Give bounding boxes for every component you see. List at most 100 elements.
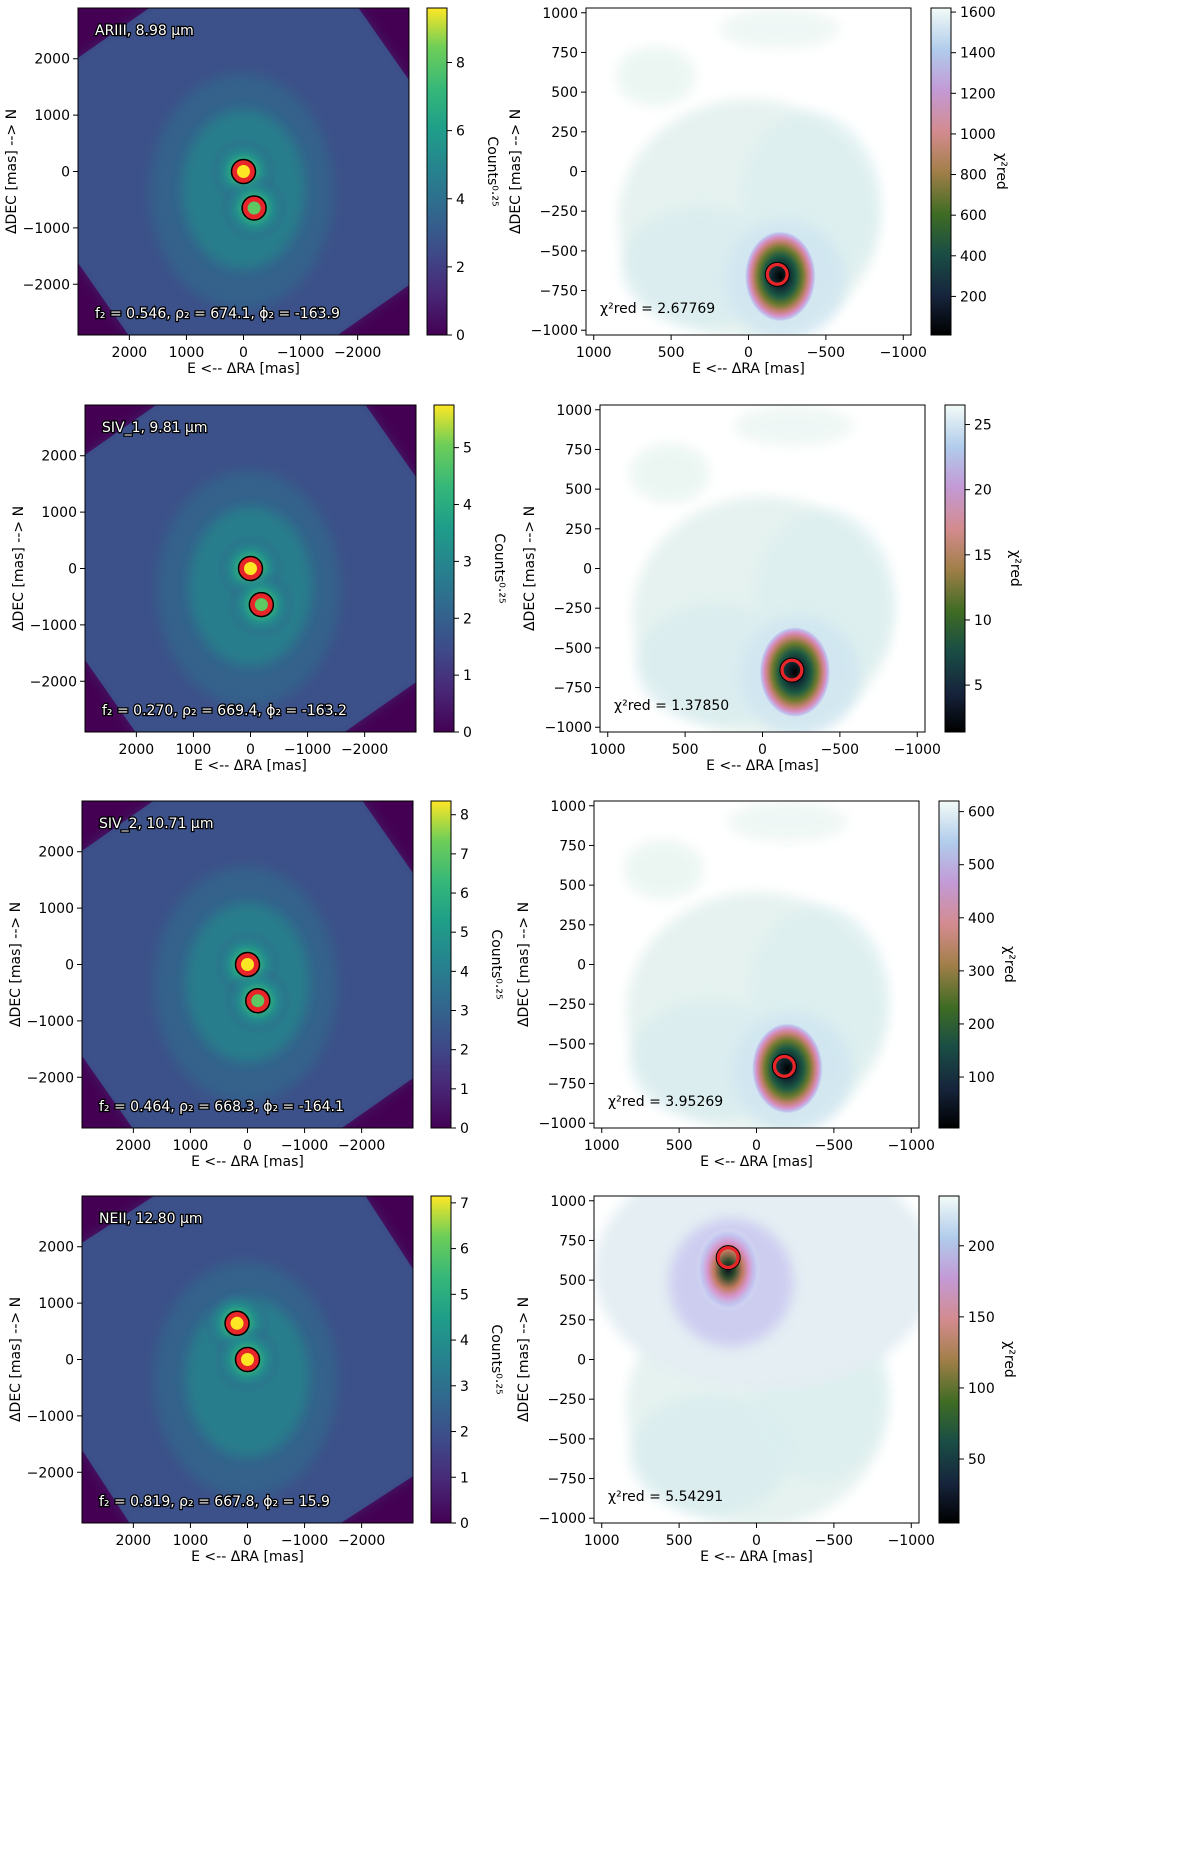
star-core-2 bbox=[254, 598, 268, 612]
colorbar-tick-label: 2 bbox=[463, 611, 472, 627]
image-colorbar-1: 0 2 4 6 8 Counts⁰·²⁵ bbox=[426, 7, 500, 344]
x-tick-label: −1000 bbox=[888, 1138, 935, 1154]
y-tick-label: −1000 bbox=[27, 1409, 74, 1425]
colorbar-tick-label: 400 bbox=[960, 249, 987, 265]
star-core-2 bbox=[241, 1353, 254, 1366]
colorbar-tick-label: 1 bbox=[463, 668, 472, 684]
y-axis-label: ΔDEC [mas] --> N bbox=[11, 506, 27, 631]
colorbar-tick-label: 5 bbox=[460, 1287, 469, 1303]
x-tick-label: −1000 bbox=[284, 742, 331, 758]
star-core-2 bbox=[247, 201, 261, 215]
colorbar-tick-label: 4 bbox=[460, 1333, 469, 1349]
chi2-structure bbox=[727, 801, 848, 842]
y-tick-label: 1000 bbox=[41, 505, 77, 521]
colorbar-tick-label: 8 bbox=[456, 56, 465, 72]
colorbar-tick-label: 3 bbox=[460, 1379, 469, 1395]
colorbar-tick-label: 1 bbox=[460, 1470, 469, 1486]
best-fit-marker-outline bbox=[771, 1053, 797, 1079]
colorbar-tick-label: 300 bbox=[968, 964, 995, 980]
y-axis-label: ΔDEC [mas] --> N bbox=[8, 1297, 24, 1422]
y-tick-label: 1000 bbox=[34, 108, 70, 124]
colorbar-label: χ²red bbox=[1007, 550, 1023, 587]
y-tick-label: −1000 bbox=[23, 221, 70, 237]
chi2-structure bbox=[719, 8, 840, 49]
x-axis-label: E <-- ΔRA [mas] bbox=[692, 361, 805, 377]
y-tick-label: −500 bbox=[548, 1432, 586, 1448]
x-axis-label: E <-- ΔRA [mas] bbox=[700, 1154, 813, 1170]
colorbar-tick-label: 200 bbox=[968, 1239, 995, 1255]
x-tick-label: 0 bbox=[246, 742, 255, 758]
colorbar-label: Counts⁰·²⁵ bbox=[484, 136, 500, 206]
y-tick-label: 0 bbox=[61, 165, 70, 181]
y-tick-label: −750 bbox=[554, 681, 592, 697]
chi2-content bbox=[623, 801, 889, 1128]
y-tick-label: −1000 bbox=[539, 1511, 586, 1527]
best-fit-marker-outline bbox=[764, 261, 790, 287]
colorbar-tick-label: 600 bbox=[960, 208, 987, 224]
colorbar-tick-label: 3 bbox=[460, 1004, 469, 1020]
chi2-content bbox=[594, 1196, 919, 1523]
colorbar-tick-label: 100 bbox=[968, 1381, 995, 1397]
x-tick-label: 0 bbox=[243, 1533, 252, 1549]
x-tick-label: 2000 bbox=[116, 1533, 152, 1549]
y-tick-label: 2000 bbox=[38, 845, 74, 861]
x-tick-label: 0 bbox=[239, 345, 248, 361]
y-tick-label: −250 bbox=[554, 601, 592, 617]
colorbar-tick-label: 1000 bbox=[960, 127, 996, 143]
y-tick-label: 1000 bbox=[550, 1194, 586, 1210]
image-panel-4: NEII, 12.80 µm f₂ = 0.819, ρ₂ = 667.8, ϕ₂… bbox=[8, 1195, 414, 1565]
colorbar-tick-label: 4 bbox=[463, 498, 472, 514]
y-tick-label: −750 bbox=[540, 284, 578, 300]
chi2-colorbar-4: 50 100 150 200 χ²red bbox=[938, 1195, 1017, 1524]
chi2-content bbox=[629, 405, 895, 732]
chi2-minimum-region bbox=[758, 626, 831, 719]
colorbar-tick-label: 200 bbox=[960, 289, 987, 305]
colorbar-tick-label: 50 bbox=[968, 1452, 986, 1468]
x-tick-label: 2000 bbox=[116, 1138, 152, 1154]
colorbar-tick-label: 5 bbox=[460, 925, 469, 941]
best-fit-marker bbox=[765, 262, 790, 287]
colorbar-tick-label: 6 bbox=[456, 124, 465, 140]
band-label: SIV_1, 9.81 µm bbox=[102, 420, 208, 436]
x-tick-label: 0 bbox=[744, 345, 753, 361]
y-tick-label: 250 bbox=[565, 522, 592, 538]
colorbar-tick-label: 25 bbox=[974, 418, 992, 434]
x-tick-label: 500 bbox=[666, 1533, 693, 1549]
x-tick-label: 2000 bbox=[119, 742, 155, 758]
y-tick-label: 750 bbox=[559, 1233, 586, 1249]
x-tick-label: 1000 bbox=[576, 345, 612, 361]
colorbar-tick-label: 3 bbox=[463, 554, 472, 570]
y-axis-label: ΔDEC [mas] --> N bbox=[516, 1297, 532, 1422]
y-tick-label: −2000 bbox=[30, 674, 77, 690]
image-panel-3: SIV_2, 10.71 µm f₂ = 0.464, ρ₂ = 668.3, ϕ… bbox=[8, 800, 414, 1170]
band-label: SIV_2, 10.71 µm bbox=[99, 816, 213, 832]
y-tick-label: 2000 bbox=[38, 1240, 74, 1256]
colorbar-tick-label: 7 bbox=[460, 847, 469, 863]
colorbar-tick-label: 600 bbox=[968, 805, 995, 821]
x-tick-label: −2000 bbox=[341, 742, 388, 758]
chi2-value-label: χ²red = 3.95269 bbox=[608, 1094, 723, 1110]
y-tick-label: 500 bbox=[551, 85, 578, 101]
x-tick-label: −500 bbox=[815, 1138, 853, 1154]
y-axis-label: ΔDEC [mas] --> N bbox=[8, 902, 24, 1027]
colorbar-tick-label: 0 bbox=[456, 328, 465, 344]
chi2-colorbar-1: 200 400 600 800 1000 1200 1400 1600 χ²red bbox=[930, 5, 1009, 336]
x-tick-label: −1000 bbox=[880, 345, 927, 361]
x-axis-label: E <-- ΔRA [mas] bbox=[191, 1549, 304, 1565]
colorbar-gradient bbox=[938, 1195, 960, 1524]
colorbar-gradient bbox=[930, 7, 952, 336]
y-tick-label: 500 bbox=[559, 1273, 586, 1289]
y-tick-label: −500 bbox=[540, 244, 578, 260]
colorbar-tick-label: 800 bbox=[960, 168, 987, 184]
x-tick-label: 1000 bbox=[584, 1533, 620, 1549]
colorbar-tick-label: 1 bbox=[460, 1082, 469, 1098]
colorbar-tick-label: 4 bbox=[456, 192, 465, 208]
chi2-minimum-region bbox=[744, 230, 817, 323]
colorbar-tick-label: 1600 bbox=[960, 5, 996, 21]
x-tick-label: −1000 bbox=[888, 1533, 935, 1549]
colorbar-gradient bbox=[938, 800, 960, 1129]
colorbar-tick-label: 7 bbox=[460, 1196, 469, 1212]
colorbar-tick-label: 2 bbox=[460, 1043, 469, 1059]
y-tick-label: 0 bbox=[65, 1353, 74, 1369]
x-tick-label: −1000 bbox=[277, 345, 324, 361]
